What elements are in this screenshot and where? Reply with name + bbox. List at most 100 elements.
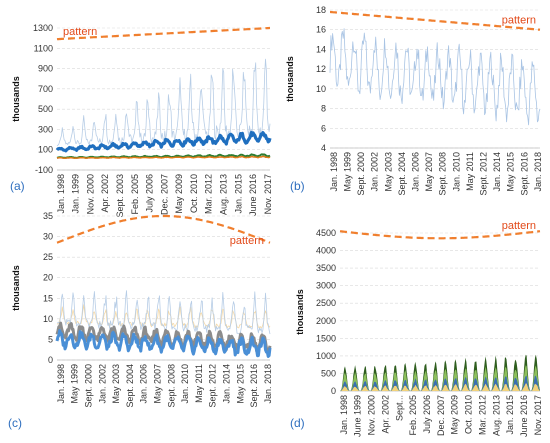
y-axis-label: thousands [285,56,295,102]
x-tick-label: Nov. 2017 [533,395,543,435]
y-tick-label: 1100 [34,43,53,53]
x-tick-label: May 2009 [174,174,184,214]
x-tick-label: May 2011 [194,364,204,403]
y-tick-label: 700 [38,84,53,94]
y-tick-label: 25 [43,252,53,262]
series-area-2 [340,375,540,391]
panel-label: (c) [8,416,22,430]
y-tick-label: 16 [316,25,326,35]
panel-3: 0 500 1000 1500 2000 2500 3000 3500 4000 4500 thou… [290,220,543,437]
panel-1: 4 6 8 10 12 14 16 18 thousands Jan. 1998 May 1999 S… [285,5,543,196]
x-tick-label: Sept. 2003 [115,174,125,218]
x-tick-label: May 2009 [450,395,460,435]
x-tick-label: June 1999 [353,395,363,437]
pattern-label: pattern [502,15,536,27]
y-tick-label: 500 [38,104,53,114]
pattern-label: pattern [63,26,97,38]
y-tick-label: 15 [43,293,53,303]
x-tick-label: May 2007 [424,152,434,192]
y-tick-label: 4500 [316,228,336,238]
x-tick-label: Nov. 2017 [263,174,273,214]
y-tick-label: 10 [43,314,53,324]
series-line-1 [55,131,272,153]
y-tick-label: 3000 [316,281,336,291]
x-tick-label: May 2015 [235,364,245,404]
x-tick-label: Jan. 1998 [339,395,349,435]
pattern-line [56,26,270,41]
y-tick-label: 14 [316,44,326,54]
y-tick-label: 12 [316,64,326,74]
y-tick-label: 0 [331,386,336,396]
y-tick-label: 900 [38,64,53,74]
y-tick-label: -100 [35,165,53,175]
series-line-0 [329,28,541,126]
x-tick-label: May 2003 [111,364,121,404]
y-tick-label: 35 [43,211,53,221]
y-axis-label: thousands [11,76,21,122]
x-tick-label: Aug. 2013 [491,395,501,436]
y-tick-label: 4000 [316,246,336,256]
pattern-line [56,214,271,244]
x-tick-label: Mar. 2012 [204,174,214,214]
x-tick-label: Jan. 2006 [139,364,149,404]
x-tick-label: Jan. 2010 [451,152,461,192]
panel-2: 0 5 10 15 20 25 30 35 thousands Jan. 1998 May 1999… [8,211,273,430]
y-tick-label: 18 [316,5,326,15]
x-tick-label: Jan. 2018 [263,364,273,404]
x-tick-label: Dec. 2007 [159,174,169,215]
x-tick-label: May 2003 [383,152,393,192]
x-tick-label: July 2006 [422,395,432,434]
x-tick-label: Nov. 2000 [85,174,95,214]
x-tick-label: Jan. 2015 [505,395,515,435]
x-tick-label: Sept. 2016 [519,152,529,196]
x-tick-label: Jan. 2018 [533,152,543,192]
y-tick-label: 3500 [316,263,336,273]
y-axis-label: thousands [295,289,305,335]
y-tick-label: 4 [321,143,326,153]
x-tick-label: Sept. 2004 [397,152,407,196]
pattern-line [330,10,541,31]
y-tick-label: 500 [321,368,336,378]
series-area-3 [340,383,540,391]
x-tick-label: Apr. 2002 [100,174,110,213]
y-tick-label: 1500 [316,333,336,343]
y-tick-label: 6 [321,123,326,133]
x-tick-label: Sept. 2008 [166,364,176,408]
x-tick-label: May 2007 [152,364,162,404]
x-tick-label: Jan. 2010 [180,364,190,404]
x-tick-label: Oct. 2010 [464,395,474,434]
series-line-3 [56,155,271,160]
x-tick-label: Sept. 2016 [249,364,259,408]
y-tick-label: 20 [43,273,53,283]
y-tick-label: 1000 [316,351,336,361]
x-tick-label: May 1999 [70,364,80,404]
y-tick-label: 1300 [33,23,53,33]
y-tick-label: 300 [38,124,53,134]
series-line-2 [55,321,272,354]
y-tick-label: 100 [38,145,53,155]
x-tick-label: Apr. 2002 [380,395,390,434]
series-line-0 [56,304,271,329]
panel-label: (b) [290,179,305,193]
series-area-1 [340,365,540,391]
y-tick-label: 8 [321,104,326,114]
y-axis-label: thousands [11,265,21,311]
x-tick-label: May 2015 [506,152,516,192]
x-tick-label: Jan. 2002 [97,364,107,404]
y-tick-label: 5 [48,334,53,344]
x-tick-label: Sept. 2012 [478,152,488,196]
x-tick-label: Jan. 2002 [370,152,380,192]
series-line-2 [56,153,271,159]
y-tick-label: 10 [316,84,326,94]
x-tick-label: Mar. 2012 [477,395,487,435]
pattern-label: pattern [502,220,536,232]
y-tick-label: 2000 [316,316,336,326]
x-tick-label: Dec. 2007 [436,395,446,436]
x-tick-label: June 2016 [519,395,529,437]
series-area-0 [340,354,540,391]
x-tick-label: Jan. 2015 [233,174,243,214]
y-tick-label: 2500 [316,298,336,308]
y-tick-label: 0 [48,355,53,365]
series-line-3 [55,329,272,358]
